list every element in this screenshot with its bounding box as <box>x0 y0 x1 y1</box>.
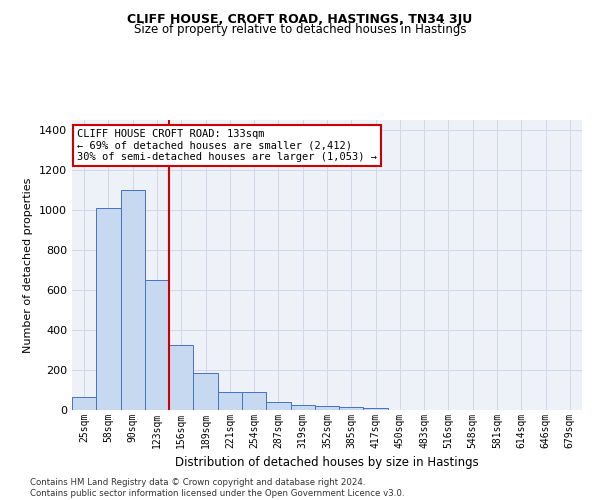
Bar <box>193 373 218 410</box>
Text: CLIFF HOUSE, CROFT ROAD, HASTINGS, TN34 3JU: CLIFF HOUSE, CROFT ROAD, HASTINGS, TN34 … <box>127 12 473 26</box>
Bar <box>145 280 169 410</box>
Bar <box>242 392 266 410</box>
X-axis label: Distribution of detached houses by size in Hastings: Distribution of detached houses by size … <box>175 456 479 469</box>
Text: Contains HM Land Registry data © Crown copyright and database right 2024.
Contai: Contains HM Land Registry data © Crown c… <box>30 478 404 498</box>
Bar <box>72 397 96 410</box>
Y-axis label: Number of detached properties: Number of detached properties <box>23 178 34 352</box>
Bar <box>169 345 193 410</box>
Bar <box>96 208 121 410</box>
Bar <box>121 190 145 410</box>
Bar <box>290 405 315 410</box>
Bar <box>266 402 290 410</box>
Bar <box>218 392 242 410</box>
Text: Size of property relative to detached houses in Hastings: Size of property relative to detached ho… <box>134 22 466 36</box>
Text: CLIFF HOUSE CROFT ROAD: 133sqm
← 69% of detached houses are smaller (2,412)
30% : CLIFF HOUSE CROFT ROAD: 133sqm ← 69% of … <box>77 128 377 162</box>
Bar <box>339 407 364 410</box>
Bar <box>364 408 388 410</box>
Bar <box>315 406 339 410</box>
